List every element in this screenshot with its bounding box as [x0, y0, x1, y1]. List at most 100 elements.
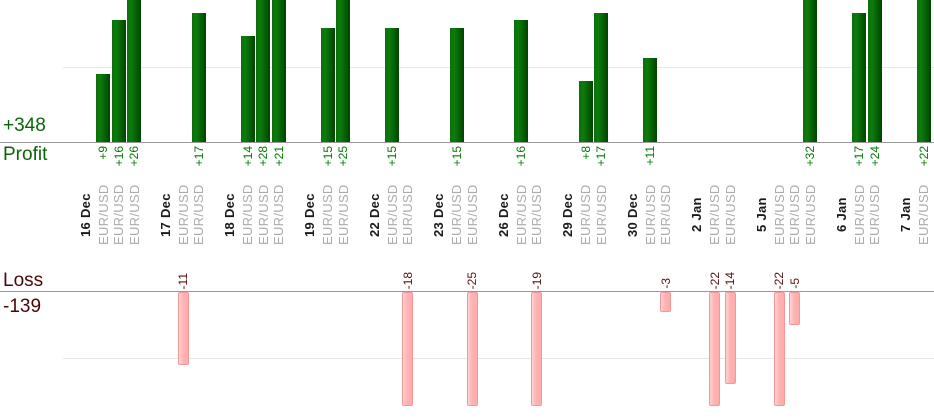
profit-value-label: +15	[449, 146, 464, 167]
profit-total: +348	[3, 115, 46, 136]
profit-value-label: +32	[803, 146, 817, 167]
profit-value-label: +17	[191, 146, 206, 167]
profit-value-label: +16	[111, 146, 126, 167]
date-label: 16 Dec	[77, 193, 93, 237]
loss-bar	[531, 292, 542, 406]
symbol-label: EUR/USD	[191, 184, 206, 246]
profit-bar	[449, 28, 464, 142]
profit-value-label: +17	[594, 146, 608, 167]
symbol-label: EUR/USD	[175, 184, 191, 246]
profit-bar	[578, 81, 593, 142]
date-label: 29 Dec	[560, 193, 575, 237]
profit-value-label: +15	[320, 146, 335, 167]
profit-bar	[96, 74, 110, 142]
date-label: 23 Dec	[431, 193, 446, 237]
symbol-label: EUR/USD	[771, 184, 787, 246]
profit-value-label: +14	[240, 146, 255, 167]
profit-value-label: +8	[578, 146, 593, 160]
symbol-label: EUR/USD	[384, 184, 400, 246]
profit-value-label: +28	[256, 146, 270, 167]
symbol-label: EUR/USD	[400, 184, 415, 246]
symbol-label: EUR/USD	[593, 184, 609, 246]
profit-bar	[240, 36, 255, 142]
profit-value-label: +24	[867, 146, 882, 167]
profit-value-label: +26	[127, 146, 141, 167]
profit-bar	[385, 28, 399, 142]
date-label: 26 Dec	[495, 193, 511, 237]
loss-value-label: -3	[658, 278, 673, 289]
profit-value-label: +22	[916, 146, 931, 167]
date-label: 5 Jan	[753, 197, 769, 233]
loss-value-label: -25	[465, 271, 479, 289]
symbol-label: EUR/USD	[658, 184, 673, 246]
loss-axis-label: Loss	[3, 270, 44, 291]
symbol-label: EUR/USD	[722, 184, 738, 246]
loss-bar	[402, 292, 413, 406]
profit-value-label: +9	[96, 146, 110, 160]
loss-bar	[724, 292, 736, 384]
loss-gridline	[63, 358, 934, 359]
date-label: 19 Dec	[302, 193, 317, 237]
symbol-label: EUR/USD	[111, 184, 126, 246]
profit-baseline	[0, 142, 934, 143]
symbol-label: EUR/USD	[464, 184, 480, 246]
profit-bar	[271, 0, 286, 142]
symbol-label: EUR/USD	[851, 184, 867, 246]
loss-value-label: -5	[787, 278, 802, 289]
loss-value-label: -22	[772, 271, 786, 289]
loss-bar	[789, 292, 800, 325]
profit-bar	[514, 20, 528, 142]
symbol-label: EUR/USD	[449, 184, 464, 246]
symbol-label: EUR/USD	[787, 184, 802, 246]
date-label: 6 Jan	[833, 197, 849, 233]
profit-bar	[336, 0, 350, 142]
profit-bar	[803, 0, 817, 142]
loss-value-label: -18	[400, 271, 415, 289]
profit-axis-label: Profit	[3, 144, 48, 165]
profit-bar	[643, 58, 657, 142]
profit-value-label: +15	[385, 146, 399, 167]
loss-total: -139	[3, 296, 42, 317]
profit-value-label: +17	[852, 146, 866, 167]
profit-value-label: +16	[514, 146, 528, 167]
symbol-label: EUR/USD	[320, 184, 335, 246]
symbol-label: EUR/USD	[802, 184, 818, 246]
date-label: 18 Dec	[222, 193, 237, 237]
symbol-label: EUR/USD	[707, 184, 722, 246]
loss-bar	[660, 292, 671, 312]
symbol-label: EUR/USD	[529, 184, 544, 246]
loss-bar	[773, 292, 785, 406]
symbol-label: EUR/USD	[513, 184, 529, 246]
symbol-label: EUR/USD	[642, 184, 658, 246]
loss-bar	[177, 292, 189, 365]
date-label: 22 Dec	[366, 193, 382, 237]
symbol-label: EUR/USD	[916, 184, 931, 246]
date-label: 7 Jan	[898, 197, 913, 233]
profit-bar	[111, 20, 126, 142]
loss-bar	[466, 292, 478, 406]
symbol-label: EUR/USD	[271, 184, 286, 246]
profit-value-label: +21	[271, 146, 286, 167]
profit-bar	[916, 0, 931, 142]
profit-gridline	[63, 67, 934, 68]
profit-bar	[127, 0, 141, 142]
symbol-label: EUR/USD	[335, 184, 351, 246]
symbol-label: EUR/USD	[255, 184, 271, 246]
profit-bar	[867, 0, 882, 142]
loss-value-label: -22	[707, 271, 722, 289]
loss-value-label: -19	[529, 271, 544, 289]
loss-value-label: -14	[723, 271, 737, 289]
profit-value-label: +25	[336, 146, 350, 167]
profit-bar	[256, 0, 270, 142]
loss-bar	[709, 292, 720, 406]
profit-bar	[191, 13, 206, 142]
symbol-label: EUR/USD	[867, 184, 882, 246]
symbol-label: EUR/USD	[578, 184, 593, 246]
symbol-label: EUR/USD	[126, 184, 142, 246]
date-label: 30 Dec	[624, 193, 640, 237]
profit-value-label: +11	[643, 146, 657, 166]
profit-bar	[852, 13, 866, 142]
profit-bar	[594, 13, 608, 142]
date-label: 17 Dec	[157, 193, 173, 237]
